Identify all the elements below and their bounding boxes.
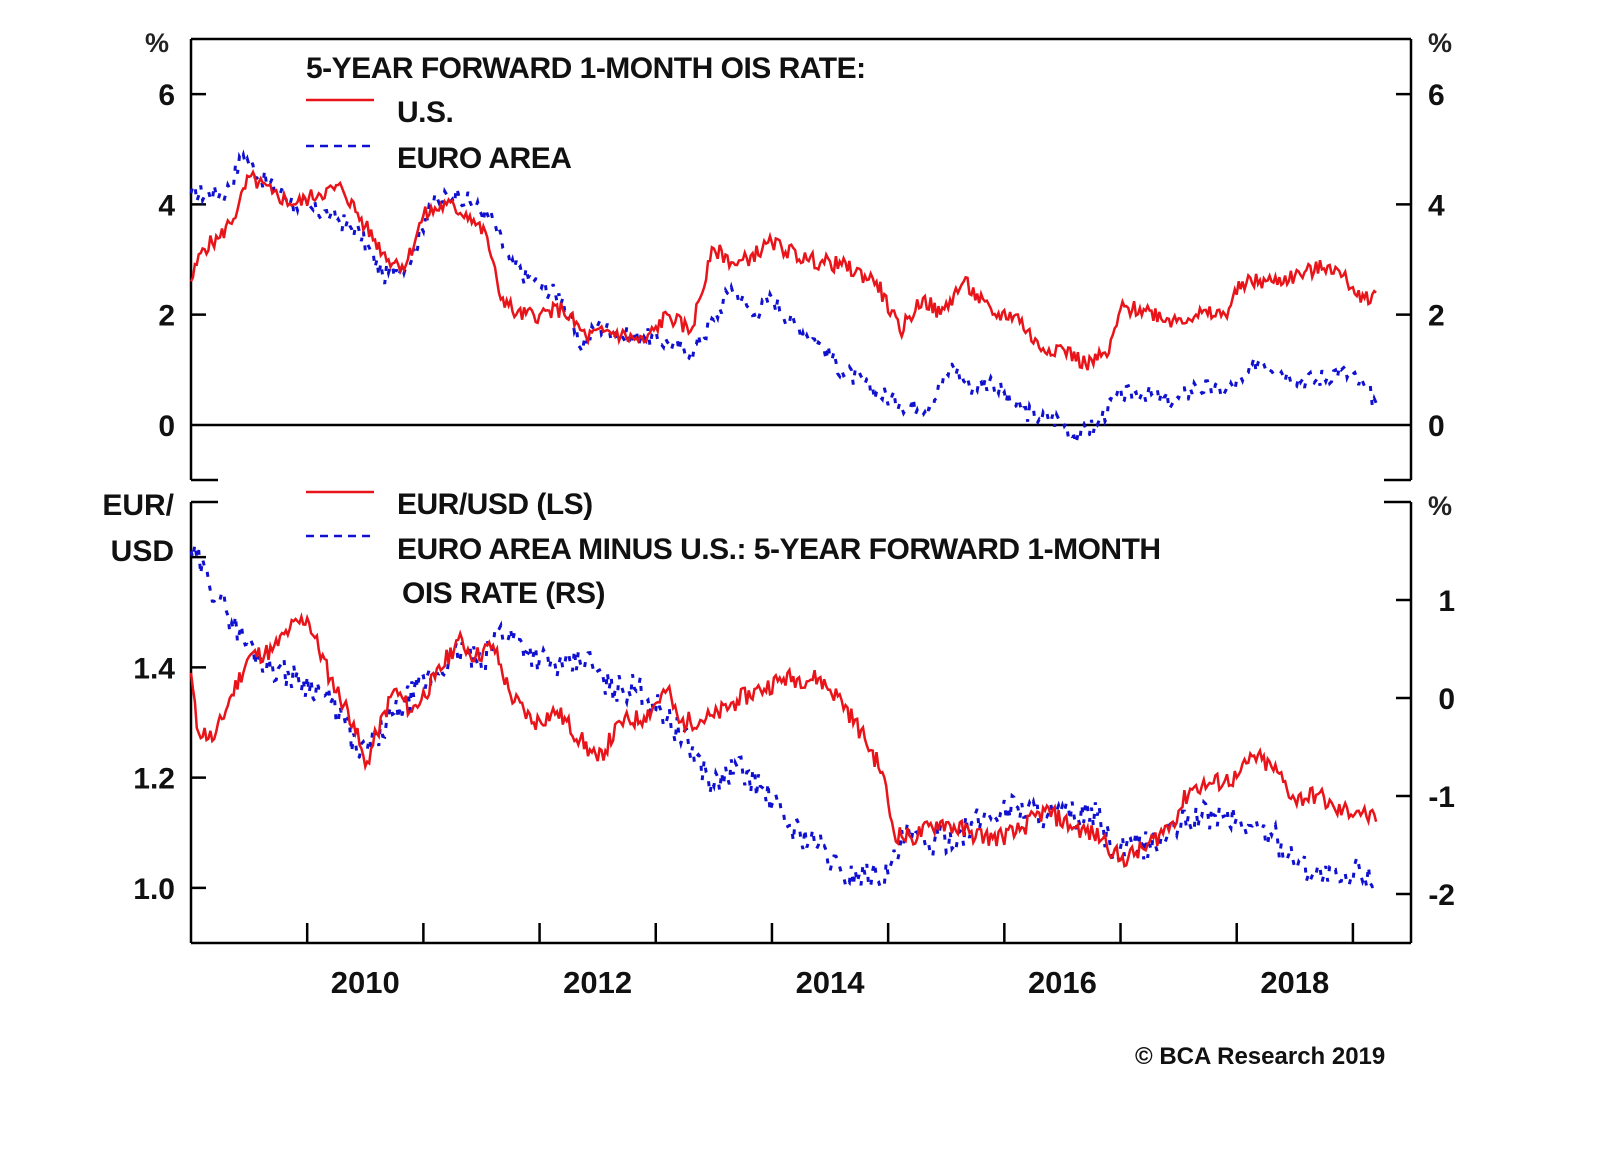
top-right-ytick-label: 6 — [1428, 79, 1445, 112]
top-left-ytick-label: 0 — [158, 410, 175, 443]
legend-label-spread-line2: OIS RATE (RS) — [402, 577, 605, 610]
top-right-ytick-label: 0 — [1428, 410, 1445, 443]
bottom-left-unit-label-line1: EUR/ — [102, 489, 174, 522]
bottom-left-ytick-label: 1.4 — [133, 652, 175, 685]
bottom-right-ytick-label: -1 — [1428, 781, 1455, 814]
top-left-ytick-label: 6 — [158, 79, 175, 112]
xtick-label: 2012 — [563, 965, 632, 1000]
xtick-label: 2016 — [1028, 965, 1097, 1000]
series-euro-minus-us-spread — [189, 544, 1378, 891]
series-us-ois — [189, 169, 1377, 371]
bottom-right-unit-label: % — [1428, 491, 1452, 521]
xtick-label: 2018 — [1260, 965, 1329, 1000]
series-layer — [189, 149, 1378, 891]
ticks-layer: 0 0 2 2 4 4 6 6 1.0 1.2 1.4 -2 -1 0 1 2010 2012 2014 2016 2… — [133, 79, 1455, 1000]
legend-label-eurusd: EUR/USD (LS) — [397, 488, 593, 521]
top-legend: 5-YEAR FORWARD 1-MONTH OIS RATE: U.S. EU… — [306, 52, 866, 175]
top-left-ytick-label: 2 — [158, 300, 175, 333]
bottom-left-ytick-label: 1.2 — [133, 763, 175, 796]
bottom-left-ytick-label: 1.0 — [133, 873, 175, 906]
series-eurusd — [189, 611, 1378, 868]
bottom-right-ytick-label: 1 — [1438, 585, 1455, 618]
top-right-unit-label: % — [1428, 28, 1452, 58]
legend-label-spread-line1: EURO AREA MINUS U.S.: 5-YEAR FORWARD 1-M… — [397, 533, 1161, 566]
top-legend-title: 5-YEAR FORWARD 1-MONTH OIS RATE: — [306, 52, 866, 85]
legend-label-us: U.S. — [397, 96, 453, 129]
xtick-label: 2010 — [331, 965, 400, 1000]
top-left-unit-label: % — [145, 28, 169, 58]
bottom-left-unit-label-line2: USD — [111, 535, 174, 568]
bottom-panel-frame — [189, 500, 1413, 945]
bottom-right-ytick-label: -2 — [1428, 879, 1455, 912]
bottom-legend: EUR/USD (LS) EURO AREA MINUS U.S.: 5-YEA… — [306, 488, 1161, 610]
top-right-ytick-label: 2 — [1428, 300, 1445, 333]
top-left-ytick-label: 4 — [158, 189, 175, 222]
top-right-ytick-label: 4 — [1428, 189, 1445, 222]
legend-label-euro-area: EURO AREA — [397, 142, 571, 175]
series-euro-area-ois — [189, 149, 1378, 445]
top-panel-frame — [189, 37, 1413, 482]
xtick-label: 2014 — [796, 965, 866, 1000]
copyright: © BCA Research 2019 — [1135, 1043, 1385, 1070]
bottom-right-ytick-label: 0 — [1438, 683, 1455, 716]
